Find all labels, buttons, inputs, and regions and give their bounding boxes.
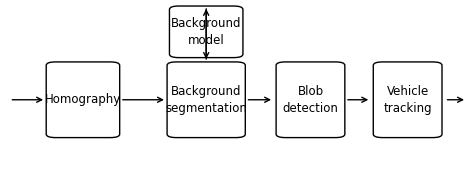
- Text: Homography: Homography: [45, 93, 121, 106]
- Text: Background
segmentation: Background segmentation: [165, 85, 247, 115]
- FancyBboxPatch shape: [167, 62, 246, 138]
- FancyBboxPatch shape: [169, 6, 243, 58]
- FancyBboxPatch shape: [46, 62, 119, 138]
- FancyBboxPatch shape: [373, 62, 442, 138]
- FancyBboxPatch shape: [276, 62, 345, 138]
- Text: Background
model: Background model: [171, 17, 241, 47]
- Text: Blob
detection: Blob detection: [283, 85, 338, 115]
- Text: Vehicle
tracking: Vehicle tracking: [383, 85, 432, 115]
